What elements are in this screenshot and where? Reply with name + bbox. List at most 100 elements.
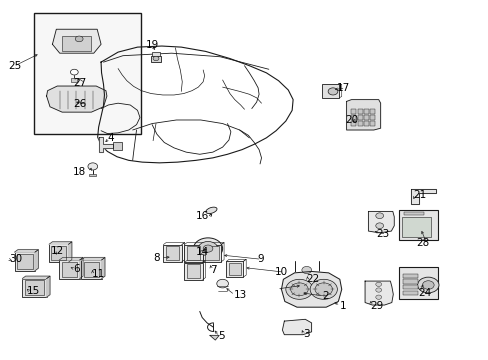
Circle shape	[375, 295, 381, 299]
Circle shape	[327, 88, 337, 95]
Bar	[364, 115, 368, 120]
Circle shape	[70, 69, 78, 75]
Text: 1: 1	[339, 301, 345, 311]
Text: 22: 22	[306, 274, 319, 284]
Bar	[204, 247, 218, 260]
Circle shape	[198, 242, 217, 256]
Circle shape	[285, 279, 312, 299]
Bar	[25, 280, 44, 296]
Polygon shape	[46, 86, 107, 112]
Text: 6: 6	[73, 264, 80, 274]
Circle shape	[75, 36, 83, 42]
Circle shape	[216, 279, 228, 288]
Text: 15: 15	[27, 287, 40, 296]
Bar	[322, 84, 339, 98]
Bar	[59, 260, 80, 279]
Text: 30: 30	[9, 254, 22, 264]
Bar	[370, 121, 374, 126]
Bar	[71, 78, 77, 82]
Circle shape	[417, 277, 438, 293]
Bar	[165, 247, 179, 260]
Bar	[61, 262, 77, 277]
Polygon shape	[81, 257, 105, 260]
Bar	[398, 267, 437, 299]
Polygon shape	[80, 257, 83, 279]
Bar	[62, 36, 91, 51]
Bar	[351, 109, 356, 113]
Text: 24: 24	[418, 288, 431, 297]
Bar	[370, 115, 374, 120]
Text: 18: 18	[73, 167, 86, 177]
Text: 5: 5	[217, 332, 224, 342]
Text: 26: 26	[73, 99, 86, 109]
Bar	[401, 217, 430, 237]
Bar	[403, 212, 424, 215]
Polygon shape	[281, 271, 341, 307]
Bar	[152, 52, 160, 56]
Bar	[402, 279, 417, 284]
Bar	[81, 260, 102, 279]
Bar	[357, 109, 362, 113]
Bar	[113, 143, 122, 150]
Bar	[186, 264, 200, 278]
Bar	[49, 244, 68, 262]
Circle shape	[290, 283, 307, 296]
Bar	[184, 245, 202, 262]
Polygon shape	[68, 242, 72, 262]
Bar	[364, 109, 368, 113]
Polygon shape	[49, 242, 72, 244]
Text: 7: 7	[210, 265, 217, 275]
Circle shape	[193, 238, 222, 259]
Circle shape	[309, 279, 337, 299]
Text: 27: 27	[73, 78, 86, 88]
Circle shape	[375, 213, 383, 219]
Bar	[228, 263, 241, 275]
Text: 19: 19	[146, 40, 159, 50]
Bar	[202, 245, 221, 262]
Text: 8: 8	[152, 253, 159, 263]
Ellipse shape	[205, 207, 217, 213]
Bar	[15, 252, 35, 271]
Polygon shape	[368, 211, 393, 233]
Bar	[364, 121, 368, 126]
Bar	[357, 121, 362, 126]
Text: 14: 14	[196, 247, 209, 257]
Bar	[402, 291, 417, 295]
Polygon shape	[22, 276, 50, 279]
Circle shape	[88, 163, 98, 170]
Bar	[151, 56, 161, 62]
Bar	[22, 279, 46, 297]
Text: 21: 21	[413, 190, 426, 200]
Text: 12: 12	[51, 246, 64, 256]
Polygon shape	[15, 249, 38, 252]
Text: 2: 2	[322, 291, 328, 301]
Bar	[163, 245, 182, 262]
Bar	[184, 262, 202, 280]
Bar	[402, 274, 417, 278]
Polygon shape	[346, 100, 380, 130]
Text: 3: 3	[302, 329, 309, 339]
Text: 16: 16	[196, 211, 209, 221]
Text: 4: 4	[107, 133, 114, 143]
Text: 23: 23	[375, 229, 388, 239]
Polygon shape	[410, 189, 435, 204]
Bar	[34, 13, 141, 134]
Circle shape	[301, 266, 311, 274]
Text: 13: 13	[233, 290, 246, 300]
Text: 29: 29	[369, 301, 383, 311]
Polygon shape	[209, 336, 219, 340]
Bar	[398, 210, 437, 240]
Text: 11: 11	[91, 269, 104, 279]
Polygon shape	[35, 249, 38, 271]
Polygon shape	[46, 276, 50, 297]
Circle shape	[153, 57, 159, 61]
Bar	[226, 261, 243, 277]
Text: 20: 20	[345, 115, 358, 125]
Bar	[351, 115, 356, 120]
Text: 9: 9	[257, 254, 264, 264]
Bar	[83, 262, 99, 277]
Polygon shape	[99, 137, 113, 153]
Bar	[370, 109, 374, 113]
Circle shape	[314, 283, 332, 296]
Bar	[357, 115, 362, 120]
